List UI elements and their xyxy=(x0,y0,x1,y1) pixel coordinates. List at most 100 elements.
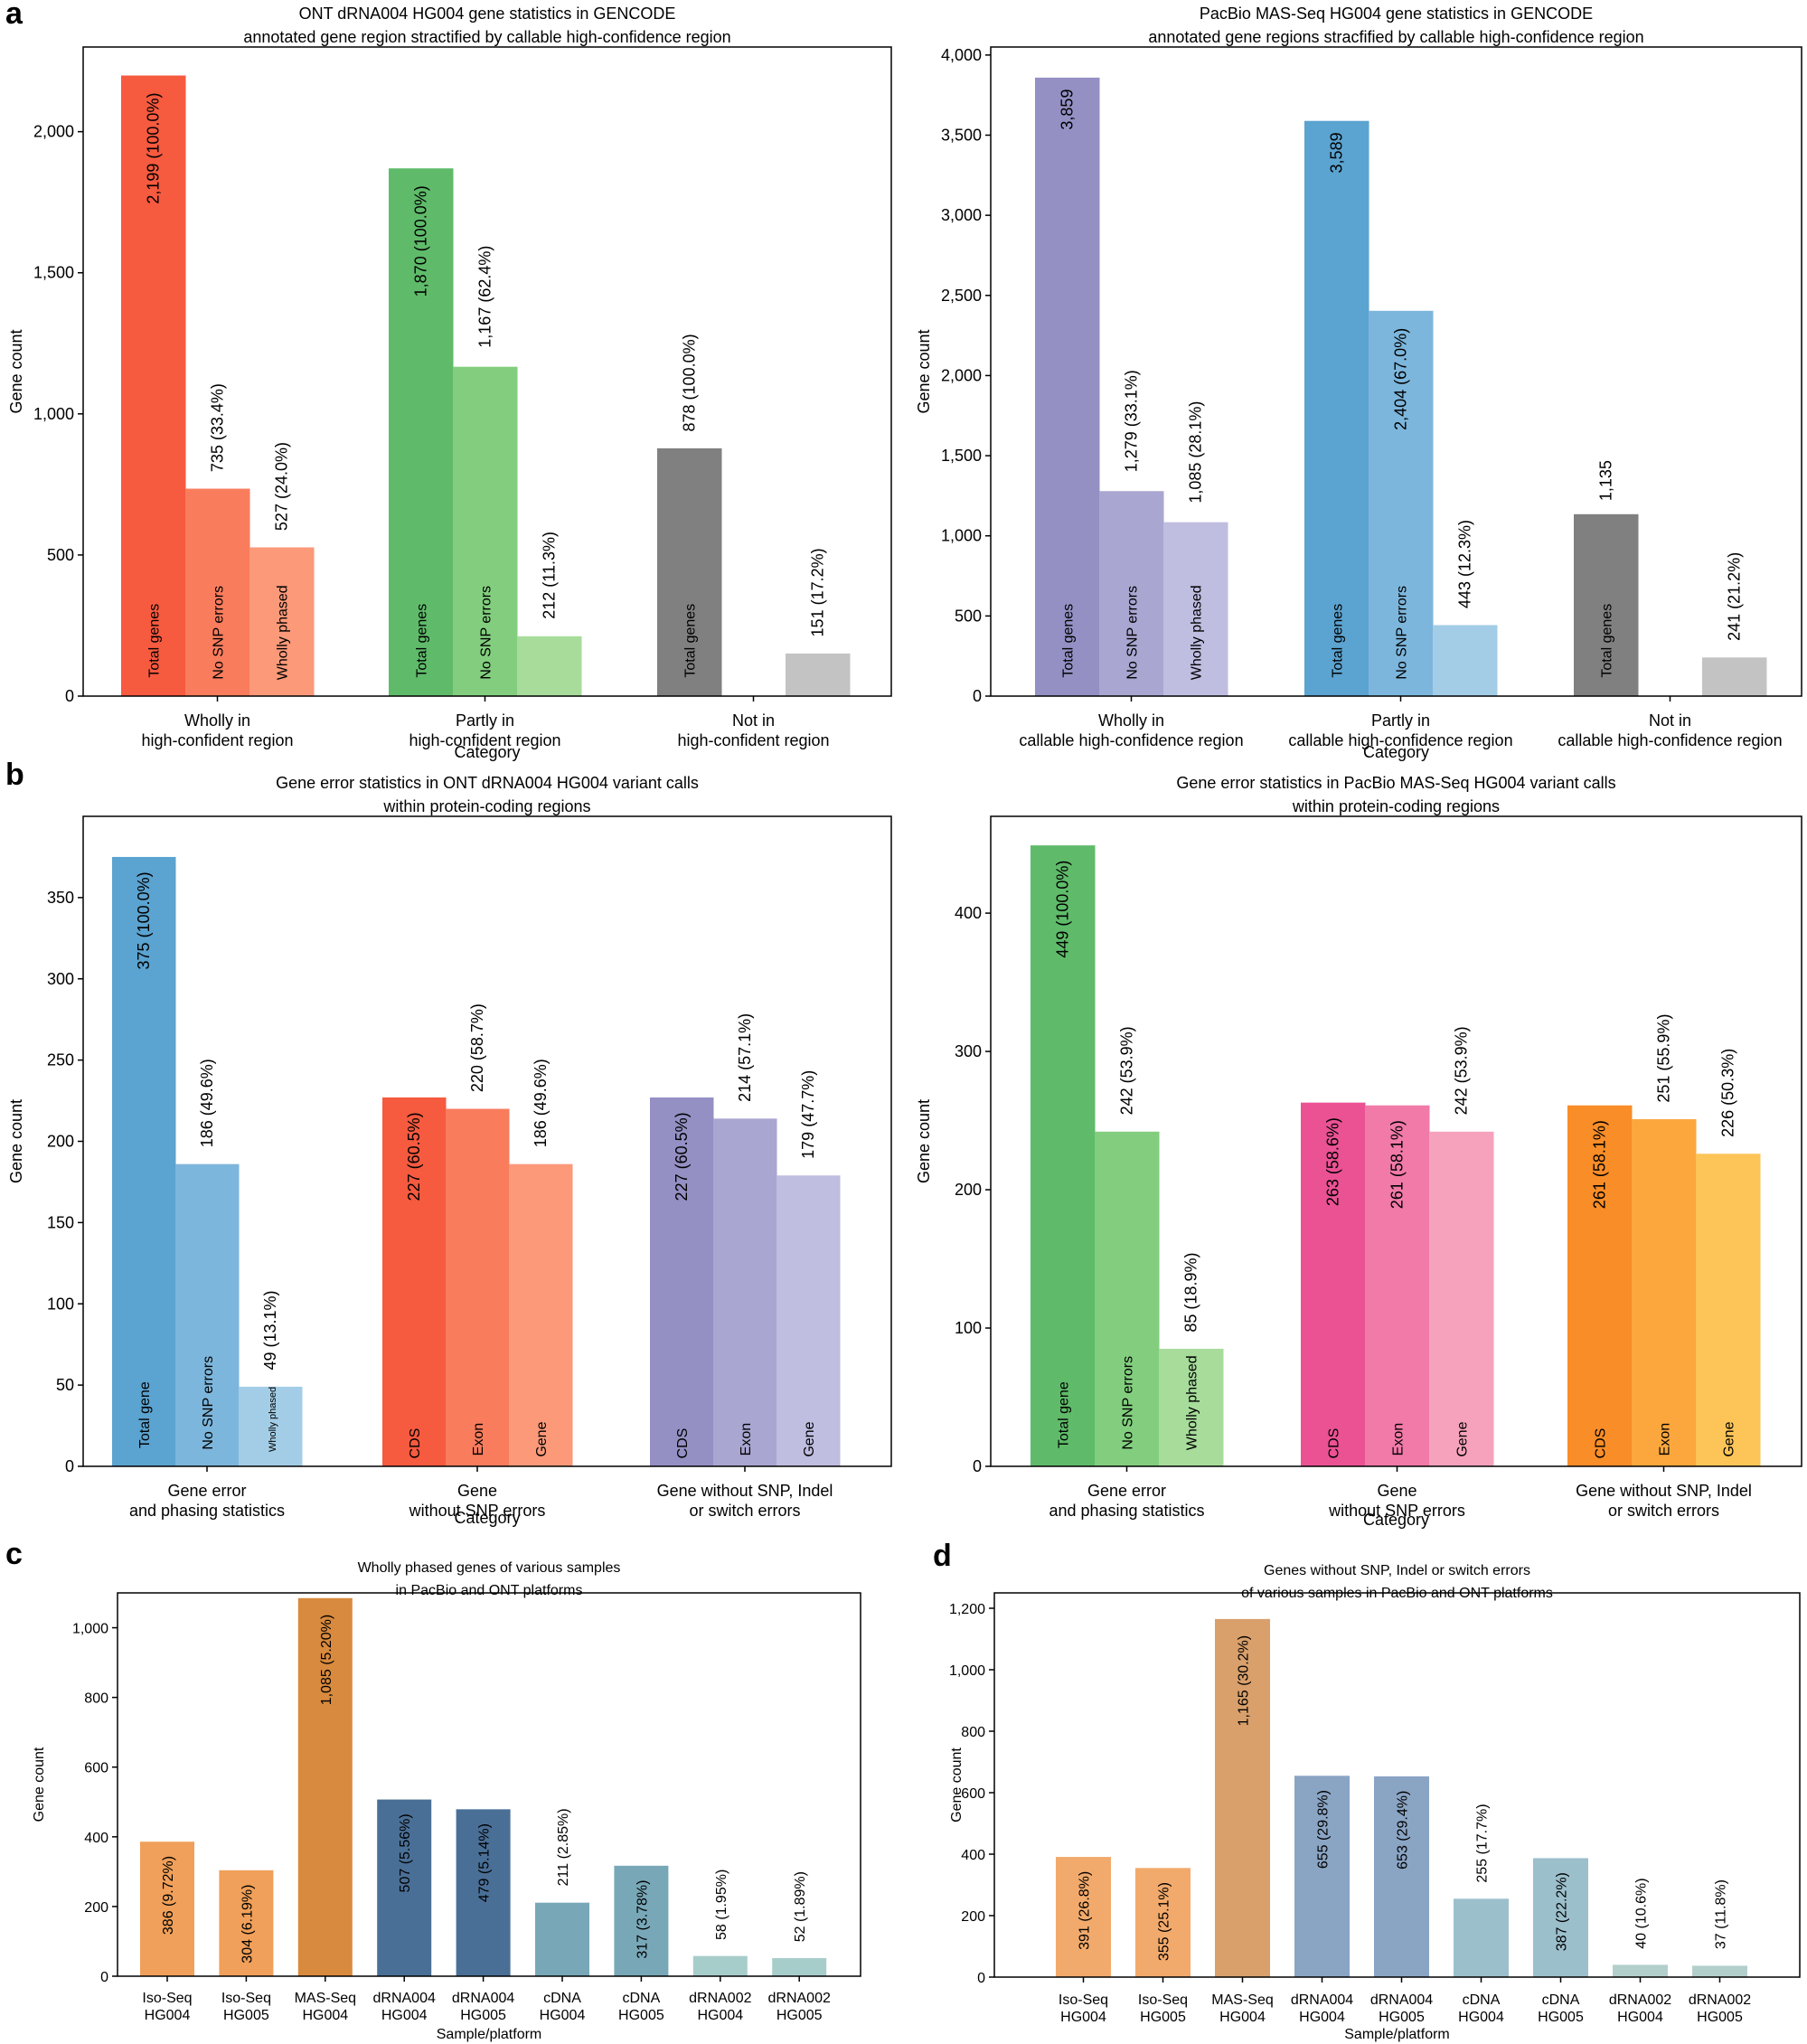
chart-b-right-value-label: 251 (55.9%) xyxy=(1655,1014,1673,1103)
chart-c-bar xyxy=(456,1809,511,1976)
chart-b-right-series-label: CDS xyxy=(1327,1428,1342,1459)
chart-a-right-bar xyxy=(1369,310,1434,696)
chart-d-x-tick-label: dRNA004 xyxy=(1291,1992,1353,2008)
chart-c-bar xyxy=(297,1597,353,1976)
chart-b-right-bar xyxy=(1632,1119,1697,1466)
chart-c-x-tick-label: HG005 xyxy=(776,2008,823,2023)
chart-a-right-y-tick-label: 1,500 xyxy=(941,447,982,465)
chart-c-x-tick-label: HG005 xyxy=(618,2008,664,2023)
chart-a-left-y-tick-label: 0 xyxy=(65,687,74,705)
chart-c-value-label: 211 (2.85%) xyxy=(556,1808,571,1886)
chart-b-left-x-tick-label: Gene error xyxy=(167,1482,246,1500)
chart-d-bar xyxy=(1135,1868,1191,1977)
chart-b-left-x-tick-label: Gene xyxy=(457,1482,497,1500)
chart-a-right-y-axis-label: Gene count xyxy=(915,329,933,413)
chart-d-bar xyxy=(1294,1776,1350,1977)
chart-b-left-bar xyxy=(239,1386,303,1466)
chart-d-x-tick-label: dRNA002 xyxy=(1609,1992,1671,2008)
chart-b-left-x-tick-label: Gene without SNP, Indel xyxy=(657,1482,833,1500)
chart-b-right-x-tick-label: Gene without SNP, Indel xyxy=(1576,1482,1752,1500)
chart-b-left-series-label: Gene xyxy=(534,1421,550,1456)
chart-a-right-x-tick-label: callable high-confidence region xyxy=(1558,731,1782,749)
chart-b-left-bar xyxy=(713,1118,777,1466)
chart-d-value-label: 255 (17.7%) xyxy=(1475,1804,1491,1882)
chart-d-x-tick-label: HG005 xyxy=(1379,2010,1425,2025)
chart-a-right-series-label: No SNP errors xyxy=(1395,586,1410,680)
chart-a-left-x-tick-label: Not in xyxy=(732,711,775,730)
chart-b-right-y-tick-label: 200 xyxy=(955,1181,982,1199)
chart-a-right-x-axis-label: Category xyxy=(1363,743,1429,761)
chart-a-left-bar xyxy=(121,75,186,697)
chart-b-left-y-tick-label: 350 xyxy=(47,889,74,907)
chart-a-left-x-tick-label: high-confident region xyxy=(677,731,829,749)
chart-c-y-tick-label: 600 xyxy=(84,1761,108,1776)
chart-b-left-y-tick-label: 50 xyxy=(56,1376,74,1394)
chart-b-right-value-label: 449 (100.0%) xyxy=(1054,861,1072,958)
chart-d-value-label: 653 (29.4%) xyxy=(1396,1791,1411,1870)
chart-b-right-x-tick-label: or switch errors xyxy=(1608,1502,1719,1520)
chart-b-left-bar xyxy=(776,1175,841,1466)
chart-b-right-plot-frame xyxy=(990,815,1802,1467)
chart-d-x-tick-label: HG005 xyxy=(1140,2010,1186,2025)
chart-b-right-value-label: 261 (58.1%) xyxy=(1591,1120,1609,1209)
chart-b-right-y-tick-label: 0 xyxy=(973,1457,982,1475)
chart-c-bar xyxy=(377,1799,432,1976)
chart-b-left-value-label: 186 (49.6%) xyxy=(532,1059,550,1147)
chart-a-right-bar xyxy=(1702,657,1767,696)
chart-a-left-bar xyxy=(517,636,582,696)
chart-d-x-tick-label: HG004 xyxy=(1617,2010,1663,2025)
chart-c-value-label: 52 (1.89%) xyxy=(793,1871,808,1942)
chart-d-value-label: 40 (10.6%) xyxy=(1634,1878,1650,1948)
chart-b-left-y-tick-label: 0 xyxy=(65,1457,74,1475)
chart-b-right-bar xyxy=(1567,1105,1633,1466)
chart-c-value-label: 58 (1.95%) xyxy=(714,1870,729,1940)
chart-b-left-y-tick-label: 250 xyxy=(47,1051,74,1069)
chart-c-y-tick-label: 400 xyxy=(84,1831,108,1846)
chart-a-left-x-axis-label: Category xyxy=(454,743,520,761)
chart-a-right-series-label: No SNP errors xyxy=(1125,586,1141,680)
chart-a-left-y-tick-label: 1,500 xyxy=(33,264,74,282)
chart-a-left-value-label: 151 (17.2%) xyxy=(809,548,827,636)
chart-b-left-y-tick-label: 100 xyxy=(47,1295,74,1313)
chart-a-right-value-label: 1,279 (33.1%) xyxy=(1123,370,1141,472)
chart-b-right-series-label: Exon xyxy=(1658,1423,1673,1455)
chart-b-right-x-axis-label: Category xyxy=(1363,1511,1429,1529)
chart-a-left-series-label: Total genes xyxy=(683,604,699,678)
chart-d-plot-frame xyxy=(993,1592,1801,1978)
chart-b-left-x-tick-label: without SNP errors xyxy=(409,1502,546,1520)
chart-c-value-label: 479 (5.14%) xyxy=(477,1823,493,1902)
chart-d-x-tick-label: HG004 xyxy=(1458,2010,1504,2025)
chart-a-left-title-line: annotated gene region stractified by cal… xyxy=(243,28,730,46)
chart-b-left-series-label: CDS xyxy=(408,1428,423,1459)
chart-a-left-y-tick-label: 1,000 xyxy=(33,405,74,423)
chart-a-right-x-tick-label: callable high-confidence region xyxy=(1288,731,1512,749)
chart-b-left-bar xyxy=(446,1108,510,1466)
chart-b-left-y-tick-label: 200 xyxy=(47,1133,74,1151)
chart-b-left-series-label: Total gene xyxy=(137,1381,153,1448)
chart-d-x-tick-label: HG004 xyxy=(1299,2010,1345,2025)
chart-a-right-value-label: 3,589 xyxy=(1328,132,1346,173)
chart-a-left-series-label: No SNP errors xyxy=(212,586,227,680)
chart-c-x-tick-label: HG004 xyxy=(302,2008,348,2023)
chart-d-y-tick-label: 0 xyxy=(977,1971,985,1986)
chart-d-y-tick-label: 1,200 xyxy=(949,1602,985,1617)
chart-b-left-y-tick-label: 150 xyxy=(47,1213,74,1231)
chart-b-right-series-label: Total gene xyxy=(1057,1381,1072,1448)
chart-b-right-x-tick-label: and phasing statistics xyxy=(1049,1502,1204,1520)
chart-a-right-x-tick-label: callable high-confidence region xyxy=(1019,731,1243,749)
chart-d-x-tick-label: HG004 xyxy=(1060,2010,1106,2025)
chart-a-right-plot-frame xyxy=(990,46,1802,697)
chart-d-x-tick-label: Iso-Seq xyxy=(1059,1992,1108,2008)
panel-label-b: b xyxy=(5,758,24,792)
chart-a-right-bar xyxy=(1304,120,1369,696)
chart-b-left-bar xyxy=(112,856,176,1466)
chart-b-right-series-label: CDS xyxy=(1594,1428,1609,1459)
chart-d-x-tick-label: cDNA xyxy=(1463,1992,1501,2008)
chart-c-x-tick-label: HG004 xyxy=(145,2008,191,2023)
chart-c-x-tick-label: Iso-Seq xyxy=(142,1991,192,2006)
chart-c-x-tick-label: HG005 xyxy=(223,2008,269,2023)
chart-b-right-value-label: 226 (50.3%) xyxy=(1719,1049,1737,1137)
chart-b-right-value-label: 242 (53.9%) xyxy=(1453,1026,1471,1115)
chart-a-right-bar xyxy=(1035,77,1100,697)
